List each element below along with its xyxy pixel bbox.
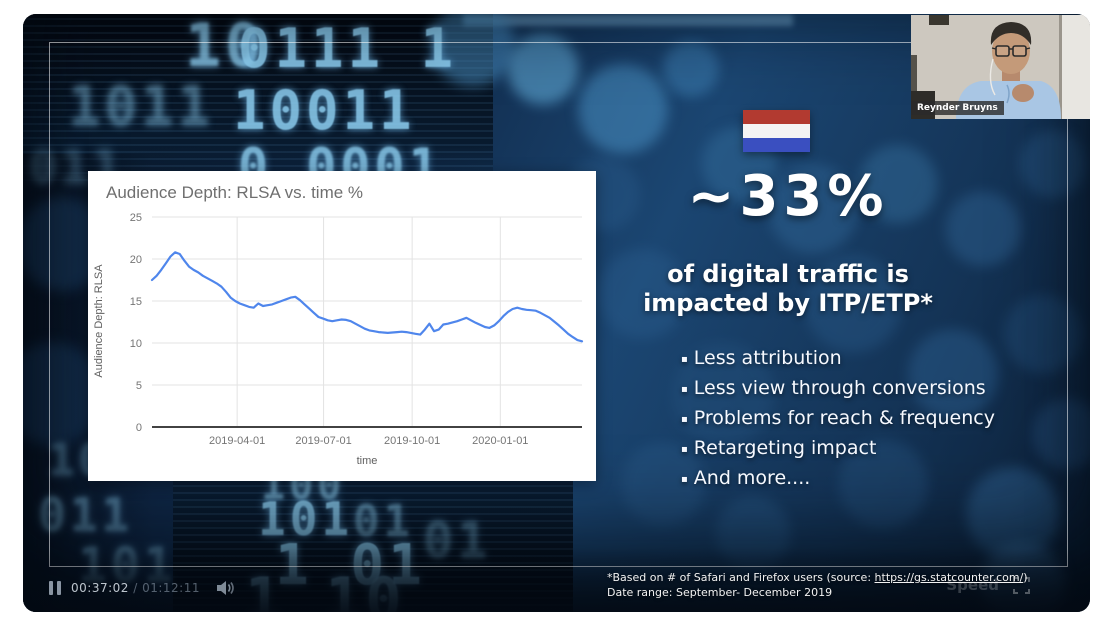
headline-stat: ~33% <box>687 164 889 229</box>
headline-subtext-line1: of digital traffic is <box>667 260 909 288</box>
binary-digit: 10 <box>185 14 266 81</box>
footnote-line1: *Based on # of Safari and Firefox users … <box>607 571 1028 586</box>
bullet-item: Less attribution <box>681 344 995 374</box>
flag-stripe-white <box>743 124 810 138</box>
svg-text:20: 20 <box>130 254 142 266</box>
time-separator: / <box>128 581 143 595</box>
bokeh-circle <box>1017 128 1089 200</box>
webcam-name-label: Reynder Bruyns <box>911 101 1004 115</box>
binary-digit: 01 <box>353 496 414 547</box>
headline-subtext: of digital traffic is impacted by ITP/ET… <box>583 260 993 318</box>
binary-digit: 011 <box>38 488 134 542</box>
bokeh-circle <box>505 31 581 107</box>
player-controls-right: Speed <box>946 576 1030 594</box>
bullet-item: Retargeting impact <box>681 434 995 464</box>
player-controls-gradient <box>23 548 1090 612</box>
binary-digit: 10011 <box>233 79 416 142</box>
bokeh-circle <box>595 246 691 342</box>
duration: 01:12:11 <box>142 581 200 595</box>
svg-text:15: 15 <box>130 296 142 308</box>
bullet-item: Less view through conversions <box>681 374 995 404</box>
svg-text:25: 25 <box>130 212 142 224</box>
bokeh-circle <box>1030 396 1090 472</box>
current-time: 00:37:02 <box>71 581 129 595</box>
chart-title: Audience Depth: RLSA vs. time % <box>106 183 364 202</box>
footnote: *Based on # of Safari and Firefox users … <box>607 571 1028 600</box>
bokeh-circle <box>575 61 671 157</box>
binary-digit: 1011 <box>68 75 215 138</box>
pause-button[interactable] <box>49 581 61 595</box>
footnote-text: *Based on # of Safari and Firefox users … <box>607 571 875 584</box>
bokeh-circle <box>661 39 721 99</box>
footnote-text: ) <box>1023 571 1028 584</box>
binary-digit: 0111 1 <box>238 17 458 80</box>
headline-subtext-line2: impacted by ITP/ETP* <box>643 289 933 317</box>
svg-text:2019-04-01: 2019-04-01 <box>209 435 265 447</box>
fullscreen-icon[interactable] <box>1013 576 1030 594</box>
volume-icon[interactable] <box>216 580 236 596</box>
svg-text:10: 10 <box>130 338 142 350</box>
svg-text:0: 0 <box>136 422 142 434</box>
bokeh-circle <box>765 161 861 257</box>
bokeh-circle <box>428 14 518 89</box>
bokeh-circle <box>801 252 905 356</box>
light-streak <box>463 14 793 26</box>
chart-panel: Audience Depth: RLSA vs. time % Audience… <box>88 171 596 481</box>
netherlands-flag-icon <box>743 110 810 152</box>
bullet-item: And more.... <box>681 464 995 494</box>
footnote-line2: Date range: September- December 2019 <box>607 585 833 599</box>
bullet-list: Less attribution Less view through conve… <box>681 344 995 494</box>
bokeh-circle <box>1001 292 1085 376</box>
webcam-overlay: Reynder Bruyns <box>911 15 1090 119</box>
player-controls: 00:37:02 / 01:12:11 <box>49 580 236 596</box>
svg-text:2019-10-01: 2019-10-01 <box>384 435 440 447</box>
bullet-item: Problems for reach & frequency <box>681 404 995 434</box>
speed-button[interactable]: Speed <box>946 576 999 594</box>
binary-digit: 101 <box>258 492 354 546</box>
line-chart: 0 5 10 15 20 25 2019-04-01 2019-07-01 2019-10-01… <box>130 212 584 447</box>
bokeh-circle <box>943 189 1023 269</box>
svg-text:5: 5 <box>136 380 142 392</box>
statcounter-link[interactable]: https://gs.statcounter.com/ <box>874 571 1024 584</box>
flag-stripe-red <box>743 110 810 124</box>
bokeh-circle <box>856 142 940 226</box>
flag-stripe-blue <box>743 138 810 152</box>
chart-x-axis-label: time <box>356 455 378 467</box>
svg-text:2019-07-01: 2019-07-01 <box>295 435 351 447</box>
svg-text:2020-01-01: 2020-01-01 <box>472 435 528 447</box>
time-display: 00:37:02 / 01:12:11 <box>71 581 200 595</box>
